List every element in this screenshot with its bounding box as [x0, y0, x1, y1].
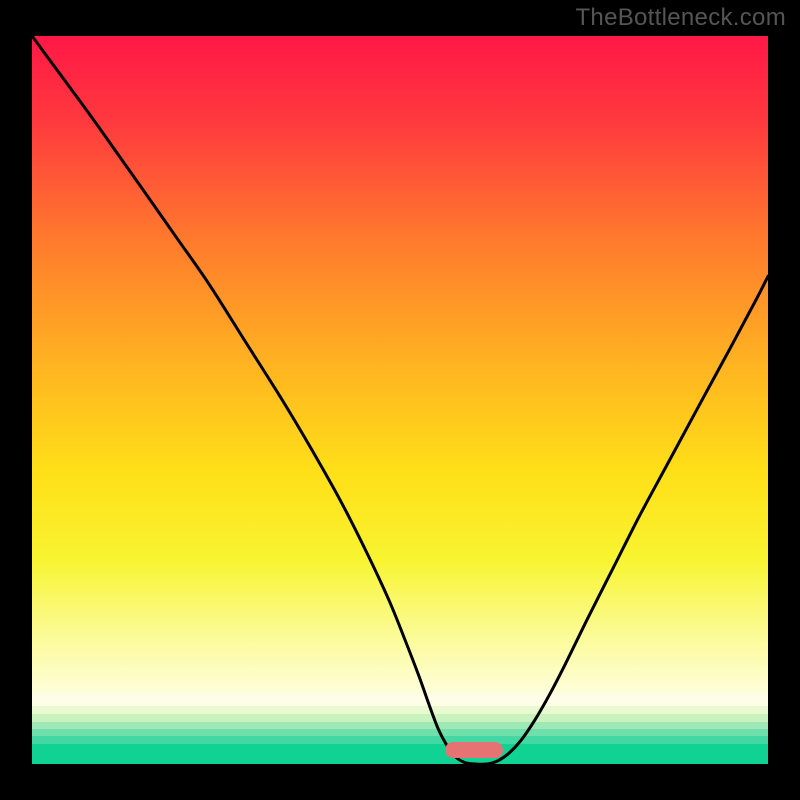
- curve-path: [32, 36, 768, 764]
- optimum-marker: [445, 742, 503, 758]
- chart-frame: TheBottleneck.com: [0, 0, 800, 800]
- bottleneck-curve: [32, 36, 768, 764]
- watermark-text: TheBottleneck.com: [575, 4, 786, 32]
- plot-area: [32, 36, 768, 764]
